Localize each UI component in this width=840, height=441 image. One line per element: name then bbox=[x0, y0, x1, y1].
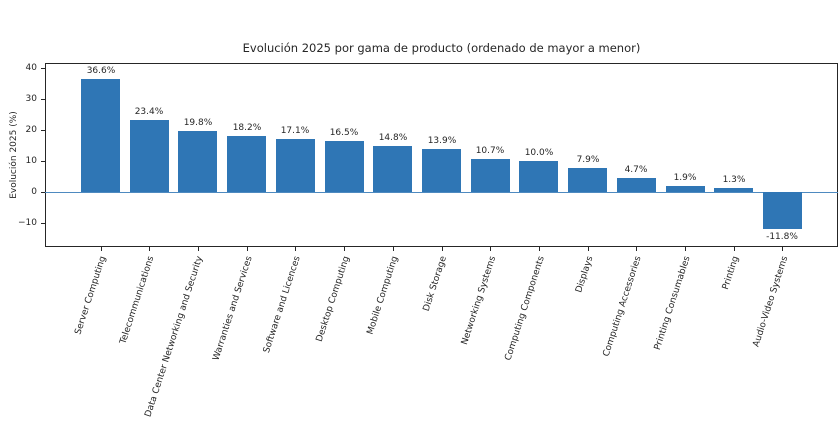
y-tick-label: 10 bbox=[25, 156, 37, 166]
x-tick-label: Mobile Computing bbox=[365, 255, 401, 336]
x-tick bbox=[393, 247, 394, 251]
x-tick bbox=[734, 247, 735, 251]
bar bbox=[714, 188, 753, 192]
bar-value-label: -11.8% bbox=[766, 232, 798, 242]
x-tick-label: Telecommunications bbox=[118, 255, 157, 346]
bar bbox=[227, 136, 266, 192]
chart-title: Evolución 2025 por gama de producto (ord… bbox=[242, 41, 641, 55]
bar bbox=[325, 141, 364, 192]
x-tick-label: Desktop Computing bbox=[314, 255, 352, 344]
x-tick-label: Warranties and Services bbox=[210, 255, 255, 362]
x-tick bbox=[247, 247, 248, 251]
x-tick bbox=[490, 247, 491, 251]
x-tick-label: Server Computing bbox=[73, 255, 109, 336]
bar-value-label: 10.7% bbox=[475, 146, 505, 156]
bar-value-label: 18.2% bbox=[232, 123, 262, 133]
x-tick-label: Software and Licences bbox=[262, 255, 303, 355]
x-tick-label: Data Center Networking and Security bbox=[143, 255, 206, 419]
x-tick bbox=[295, 247, 296, 251]
bar bbox=[373, 146, 412, 192]
y-tick bbox=[41, 130, 45, 131]
bar bbox=[422, 149, 461, 192]
y-tick-label: 30 bbox=[25, 94, 37, 104]
bar bbox=[568, 168, 607, 192]
x-tick-label: Disk Storage bbox=[421, 255, 450, 313]
x-tick bbox=[539, 247, 540, 251]
x-tick bbox=[442, 247, 443, 251]
bar-value-label: 1.3% bbox=[722, 175, 746, 185]
x-tick bbox=[636, 247, 637, 251]
y-tick-label: 40 bbox=[25, 63, 37, 73]
y-tick bbox=[41, 68, 45, 69]
x-tick bbox=[344, 247, 345, 251]
x-tick bbox=[588, 247, 589, 251]
x-tick bbox=[198, 247, 199, 251]
y-tick-label: 20 bbox=[25, 125, 37, 135]
bar bbox=[666, 186, 705, 192]
x-tick-label: Computing Accessories bbox=[601, 255, 644, 358]
bar-value-label: 36.6% bbox=[86, 66, 116, 76]
bar-value-label: 7.9% bbox=[576, 155, 600, 165]
y-tick bbox=[41, 161, 45, 162]
bar-value-label: 1.9% bbox=[673, 173, 697, 183]
bar-value-label: 17.1% bbox=[280, 126, 310, 136]
bar bbox=[276, 139, 315, 192]
bar bbox=[130, 120, 169, 192]
x-tick-label: Printing bbox=[721, 255, 742, 292]
bar-value-label: 13.9% bbox=[427, 136, 457, 146]
bar-value-label: 10.0% bbox=[524, 148, 554, 158]
x-tick-label: Computing Components bbox=[503, 255, 547, 362]
bar-value-label: 16.5% bbox=[329, 128, 359, 138]
bar bbox=[178, 131, 217, 192]
x-tick bbox=[782, 247, 783, 251]
x-tick bbox=[101, 247, 102, 251]
bar bbox=[519, 161, 558, 192]
y-tick bbox=[41, 192, 45, 193]
y-tick-label: 0 bbox=[31, 187, 37, 197]
bar bbox=[617, 178, 656, 192]
bar-value-label: 23.4% bbox=[134, 107, 164, 117]
x-tick-label: Audio-Video Systems bbox=[751, 255, 790, 349]
bar bbox=[471, 159, 510, 192]
x-tick bbox=[149, 247, 150, 251]
bar bbox=[81, 79, 120, 192]
bar-value-label: 4.7% bbox=[624, 165, 648, 175]
bar bbox=[763, 192, 802, 229]
x-tick-label: Printing Consumables bbox=[652, 255, 693, 352]
y-tick bbox=[41, 99, 45, 100]
x-tick-label: Networking Systems bbox=[459, 255, 498, 347]
x-tick bbox=[685, 247, 686, 251]
bar-value-label: 19.8% bbox=[183, 118, 213, 128]
bar-value-label: 14.8% bbox=[378, 133, 408, 143]
y-tick-label: −10 bbox=[18, 218, 37, 228]
x-tick-label: Displays bbox=[573, 255, 596, 295]
zero-line bbox=[45, 192, 838, 193]
y-tick bbox=[41, 223, 45, 224]
